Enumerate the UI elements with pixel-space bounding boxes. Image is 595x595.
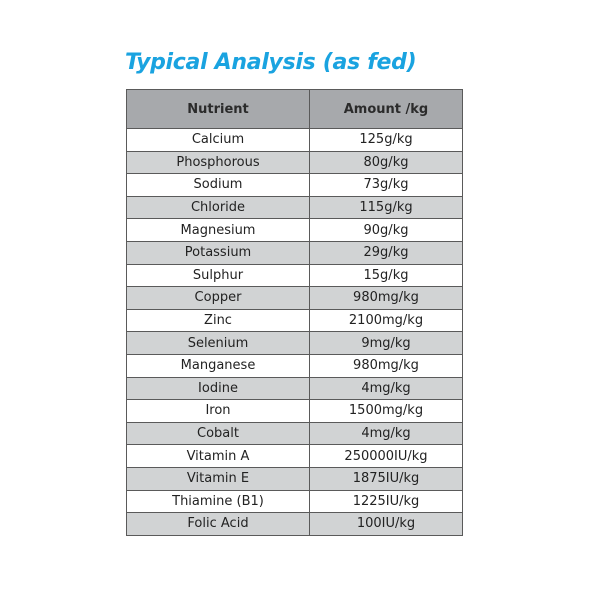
table-row: Zinc 2100mg/kg <box>126 308 463 333</box>
table-row: Chloride 115g/kg <box>126 195 463 220</box>
amount-cell: 125g/kg <box>309 128 463 152</box>
amount-cell: 29g/kg <box>309 240 463 265</box>
nutrient-cell: Thiamine (B1) <box>126 489 310 514</box>
table-row: Selenium 9mg/kg <box>126 331 463 355</box>
amount-cell: 4mg/kg <box>309 421 463 446</box>
nutrient-cell: Phosphorous <box>126 150 310 175</box>
amount-cell: 115g/kg <box>309 195 463 220</box>
nutrient-analysis-table: Nutrient Amount /kg Calcium 125g/kg Phos… <box>126 89 463 536</box>
nutrient-cell: Cobalt <box>126 421 310 446</box>
nutrient-cell: Zinc <box>126 308 310 333</box>
nutrient-cell: Copper <box>126 286 310 310</box>
table-row: Folic Acid 100IU/kg <box>126 512 463 536</box>
table-row: Magnesium 90g/kg <box>126 218 463 242</box>
nutrient-cell: Manganese <box>126 353 310 378</box>
table-row: Calcium 125g/kg <box>126 128 463 152</box>
nutrient-cell: Folic Acid <box>126 512 310 536</box>
table-body: Calcium 125g/kg Phosphorous 80g/kg Sodiu… <box>126 128 463 536</box>
table-row: Sulphur 15g/kg <box>126 263 463 288</box>
table-row: Iron 1500mg/kg <box>126 399 463 423</box>
nutrient-cell: Sodium <box>126 173 310 197</box>
amount-cell: 80g/kg <box>309 150 463 175</box>
amount-cell: 980mg/kg <box>309 286 463 310</box>
table-row: Vitamin E 1875IU/kg <box>126 466 463 491</box>
column-header-nutrient: Nutrient <box>126 89 310 129</box>
table-row: Vitamin A 250000IU/kg <box>126 444 463 468</box>
table-row: Copper 980mg/kg <box>126 286 463 310</box>
table-row: Cobalt 4mg/kg <box>126 421 463 446</box>
amount-cell: 9mg/kg <box>309 331 463 355</box>
amount-cell: 2100mg/kg <box>309 308 463 333</box>
amount-cell: 250000IU/kg <box>309 444 463 468</box>
nutrient-cell: Sulphur <box>126 263 310 288</box>
amount-cell: 4mg/kg <box>309 376 463 401</box>
table-row: Phosphorous 80g/kg <box>126 150 463 175</box>
amount-cell: 73g/kg <box>309 173 463 197</box>
nutrient-cell: Vitamin E <box>126 466 310 491</box>
table-row: Iodine 4mg/kg <box>126 376 463 401</box>
amount-cell: 100IU/kg <box>309 512 463 536</box>
amount-cell: 90g/kg <box>309 218 463 242</box>
nutrient-cell: Selenium <box>126 331 310 355</box>
amount-cell: 980mg/kg <box>309 353 463 378</box>
amount-cell: 15g/kg <box>309 263 463 288</box>
nutrient-cell: Iron <box>126 399 310 423</box>
amount-cell: 1500mg/kg <box>309 399 463 423</box>
table-row: Thiamine (B1) 1225IU/kg <box>126 489 463 514</box>
nutrient-cell: Iodine <box>126 376 310 401</box>
amount-cell: 1875IU/kg <box>309 466 463 491</box>
nutrient-cell: Calcium <box>126 128 310 152</box>
nutrient-cell: Potassium <box>126 240 310 265</box>
nutrient-cell: Magnesium <box>126 218 310 242</box>
nutrient-cell: Chloride <box>126 195 310 220</box>
nutrient-cell: Vitamin A <box>126 444 310 468</box>
table-row: Potassium 29g/kg <box>126 240 463 265</box>
table-header-row: Nutrient Amount /kg <box>126 89 463 129</box>
column-header-amount: Amount /kg <box>309 89 463 129</box>
table-row: Manganese 980mg/kg <box>126 353 463 378</box>
amount-cell: 1225IU/kg <box>309 489 463 514</box>
page-title: Typical Analysis (as fed) <box>125 50 417 75</box>
table-row: Sodium 73g/kg <box>126 173 463 197</box>
